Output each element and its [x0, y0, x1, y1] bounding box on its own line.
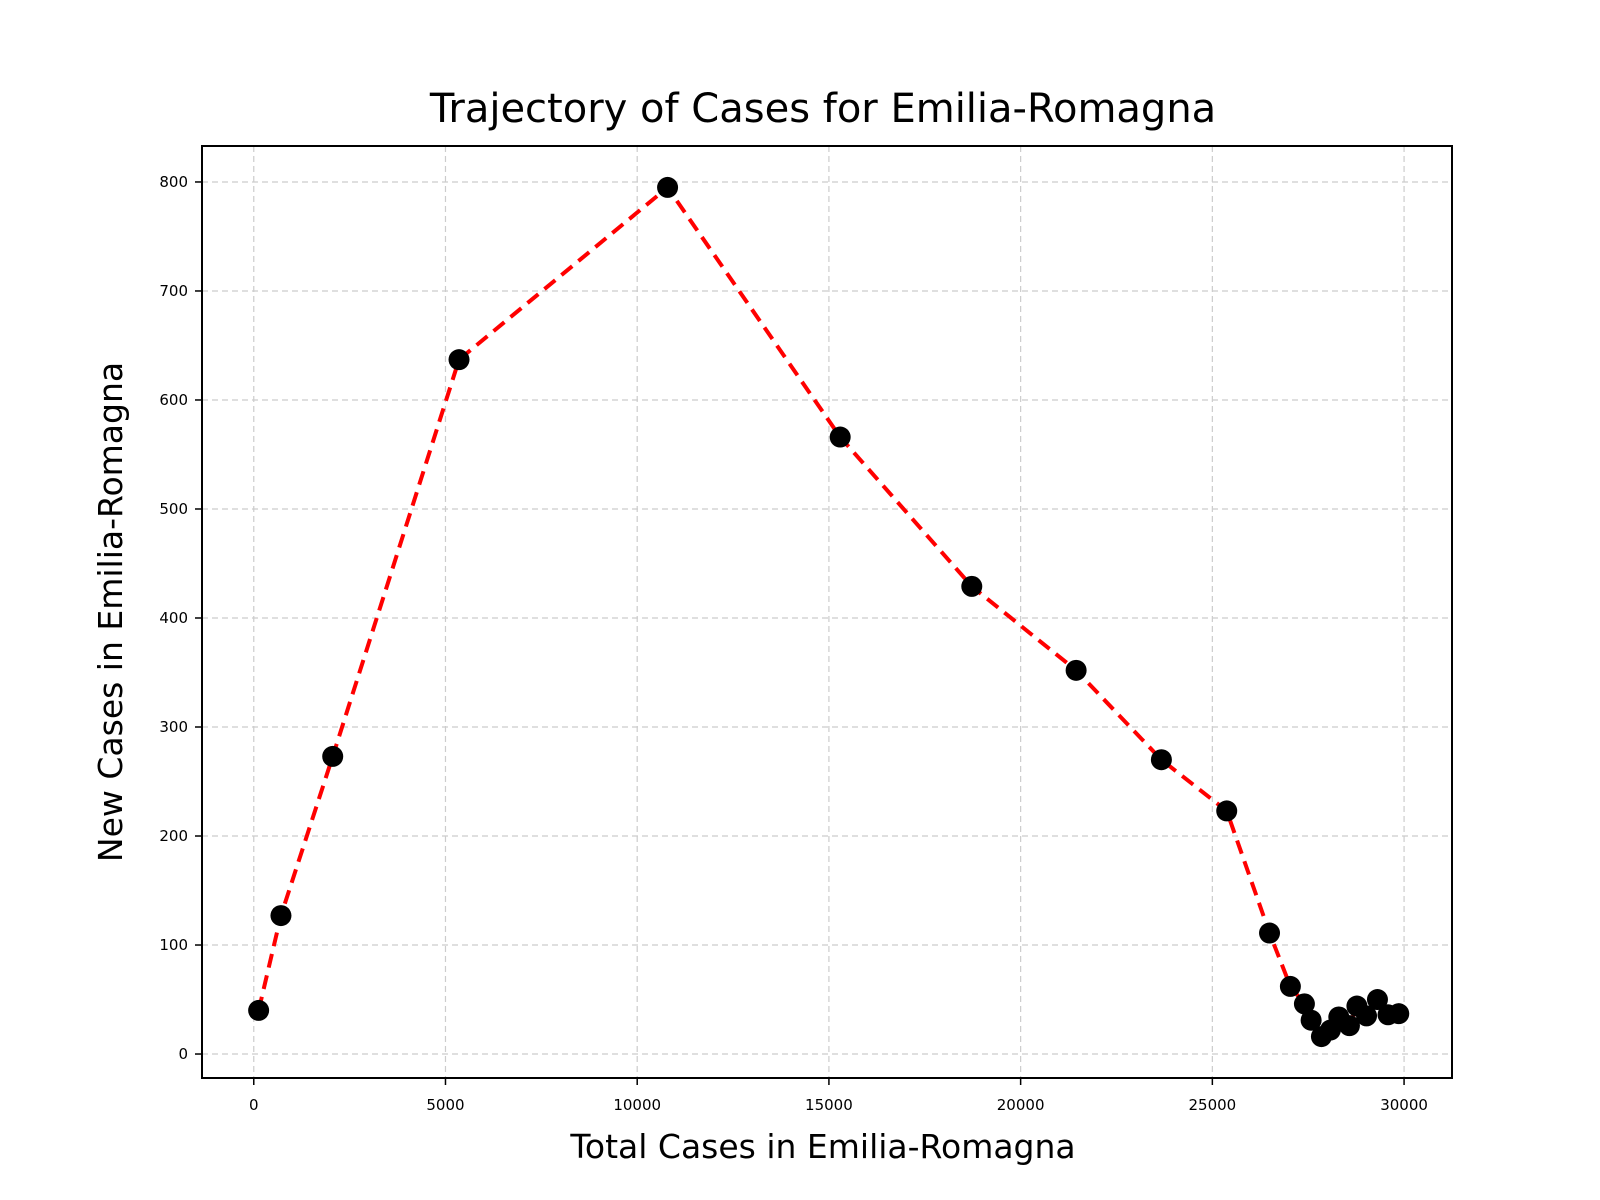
- y-tick-label: 500: [159, 500, 188, 518]
- x-tick-label: 20000: [997, 1096, 1045, 1114]
- data-point: [1293, 993, 1315, 1015]
- x-axis-label: Total Cases in Emilia-Romagna: [569, 1127, 1075, 1166]
- y-tick-label: 200: [159, 827, 188, 845]
- data-point: [1300, 1009, 1322, 1031]
- data-point: [1338, 1015, 1360, 1037]
- data-point: [322, 745, 344, 767]
- x-tick-label: 0: [249, 1096, 259, 1114]
- data-point: [829, 426, 851, 448]
- y-tick-label: 0: [178, 1045, 188, 1063]
- y-tick-label: 300: [159, 718, 188, 736]
- x-tick-label: 10000: [613, 1096, 661, 1114]
- y-axis-label: New Cases in Emilia-Romagna: [91, 362, 130, 862]
- x-tick-label: 25000: [1188, 1096, 1236, 1114]
- y-tick-label: 400: [159, 609, 188, 627]
- data-point: [1388, 1003, 1410, 1025]
- x-tick-label: 15000: [805, 1096, 853, 1114]
- x-tick-label: 5000: [426, 1096, 464, 1114]
- grid: [202, 146, 1452, 1078]
- y-tick-label: 700: [159, 282, 188, 300]
- data-point: [1279, 975, 1301, 997]
- data-point: [1366, 989, 1388, 1011]
- y-tick-label: 100: [159, 936, 188, 954]
- series: [248, 176, 1410, 1048]
- data-point: [657, 176, 679, 198]
- plot-frame: [201, 145, 1453, 1079]
- data-point: [248, 999, 270, 1021]
- y-tick-label: 800: [159, 173, 188, 191]
- x-tick-label: 30000: [1380, 1096, 1428, 1114]
- data-point: [1356, 1005, 1378, 1027]
- data-point: [1150, 749, 1172, 771]
- data-point: [448, 349, 470, 371]
- data-point: [961, 575, 983, 597]
- data-point: [1216, 800, 1238, 822]
- data-point: [1259, 922, 1281, 944]
- chart-title: Trajectory of Cases for Emilia-Romagna: [429, 86, 1216, 132]
- data-point: [1065, 659, 1087, 681]
- y-tick-label: 600: [159, 391, 188, 409]
- ticks: 0 5000 10000 15000 20000 25000 30000 0 100 200 300…: [159, 173, 1428, 1114]
- data-point: [270, 905, 292, 927]
